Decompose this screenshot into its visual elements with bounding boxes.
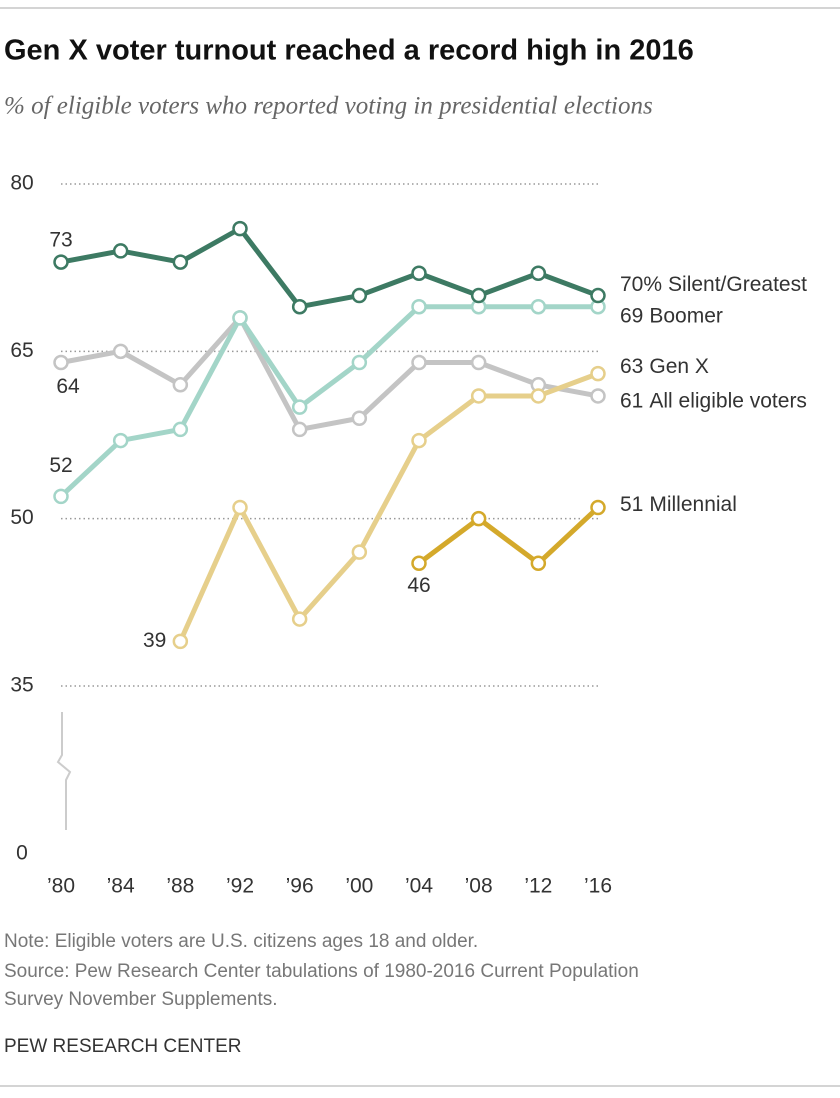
line — [60, 226, 599, 310]
value-label: 64 — [56, 375, 80, 398]
marker — [411, 298, 427, 315]
x-tick-label: ’12 — [524, 875, 552, 898]
marker — [470, 287, 487, 304]
x-tick-label: ’92 — [226, 875, 254, 898]
marker — [590, 287, 606, 304]
marker — [351, 544, 368, 560]
marker — [53, 354, 69, 371]
note: Note: Eligible voters are U.S. citizens … — [4, 931, 478, 952]
x-tick-label: ’08 — [465, 875, 493, 898]
marker — [291, 298, 308, 315]
series-name: Millennial — [649, 493, 737, 516]
x-tick-label: ’80 — [47, 875, 75, 898]
marker — [291, 611, 308, 627]
marker — [470, 354, 487, 371]
value-label: 63 — [620, 355, 643, 378]
marker — [530, 388, 547, 404]
marker — [53, 488, 69, 505]
marker — [530, 298, 547, 315]
x-tick-label: ’04 — [405, 875, 433, 898]
footer: PEW RESEARCH CENTER — [4, 1036, 242, 1057]
line — [59, 304, 598, 499]
value-label: 51 — [620, 493, 643, 516]
marker — [590, 499, 606, 516]
marker — [411, 555, 427, 572]
series: 52 69 Boomer — [49, 298, 723, 505]
series-name: All eligible voters — [649, 390, 807, 413]
marker — [112, 432, 129, 449]
line — [60, 315, 599, 432]
marker — [411, 265, 427, 281]
value-label: 39 — [143, 629, 166, 652]
x-tick-label: ’96 — [286, 875, 314, 898]
source: Source: Pew Research Center tabulations … — [4, 961, 639, 982]
marker — [172, 377, 189, 393]
marker — [530, 265, 547, 281]
y-tick-label: 80 — [10, 172, 33, 195]
y-tick-label: 50 — [10, 506, 33, 529]
series-name: Boomer — [649, 304, 723, 327]
series: 73 70% Silent/Greatest — [49, 220, 807, 315]
source: Survey November Supplements. — [4, 989, 278, 1010]
y-tick-label: 35 — [10, 674, 33, 697]
marker — [172, 633, 189, 650]
value-label: 70% — [620, 273, 662, 296]
marker — [351, 410, 368, 427]
marker — [232, 220, 248, 237]
marker — [112, 343, 129, 360]
value-label: 61 — [620, 390, 643, 413]
marker — [172, 254, 189, 270]
marker — [232, 310, 248, 326]
series: 46 51 Millennial — [407, 493, 737, 597]
x-tick-label: ’84 — [107, 875, 135, 898]
x-tick-label: ’16 — [584, 875, 612, 898]
series-name: Gen X — [649, 355, 709, 378]
marker — [291, 399, 308, 415]
marker — [470, 510, 487, 527]
value-label: 69 — [620, 304, 643, 327]
value-label: 46 — [407, 574, 430, 597]
marker — [172, 421, 189, 438]
x-tick-label: ’00 — [345, 875, 373, 898]
marker — [590, 365, 606, 382]
marker — [291, 421, 308, 438]
line — [178, 371, 599, 643]
value-label: 73 — [49, 229, 72, 252]
y-tick-label: 65 — [10, 339, 33, 362]
marker — [351, 354, 368, 371]
chart-subtitle: % of eligible voters who reported voting… — [4, 93, 653, 120]
marker — [112, 243, 129, 259]
y-tick-label: 0 — [16, 842, 28, 865]
x-tick-label: ’88 — [166, 875, 194, 898]
axis-break — [56, 712, 72, 830]
marker — [411, 432, 427, 449]
series-name: Silent/Greatest — [668, 273, 807, 296]
marker — [470, 388, 487, 404]
marker — [53, 254, 69, 270]
marker — [590, 388, 606, 404]
marker — [530, 555, 547, 572]
chart-title: Gen X voter turnout reached a record hig… — [4, 35, 694, 67]
series: 39 63 Gen X — [143, 355, 709, 652]
marker — [411, 354, 427, 371]
line — [417, 505, 600, 566]
marker — [232, 499, 248, 516]
value-label: 52 — [49, 454, 72, 477]
marker — [351, 287, 368, 304]
